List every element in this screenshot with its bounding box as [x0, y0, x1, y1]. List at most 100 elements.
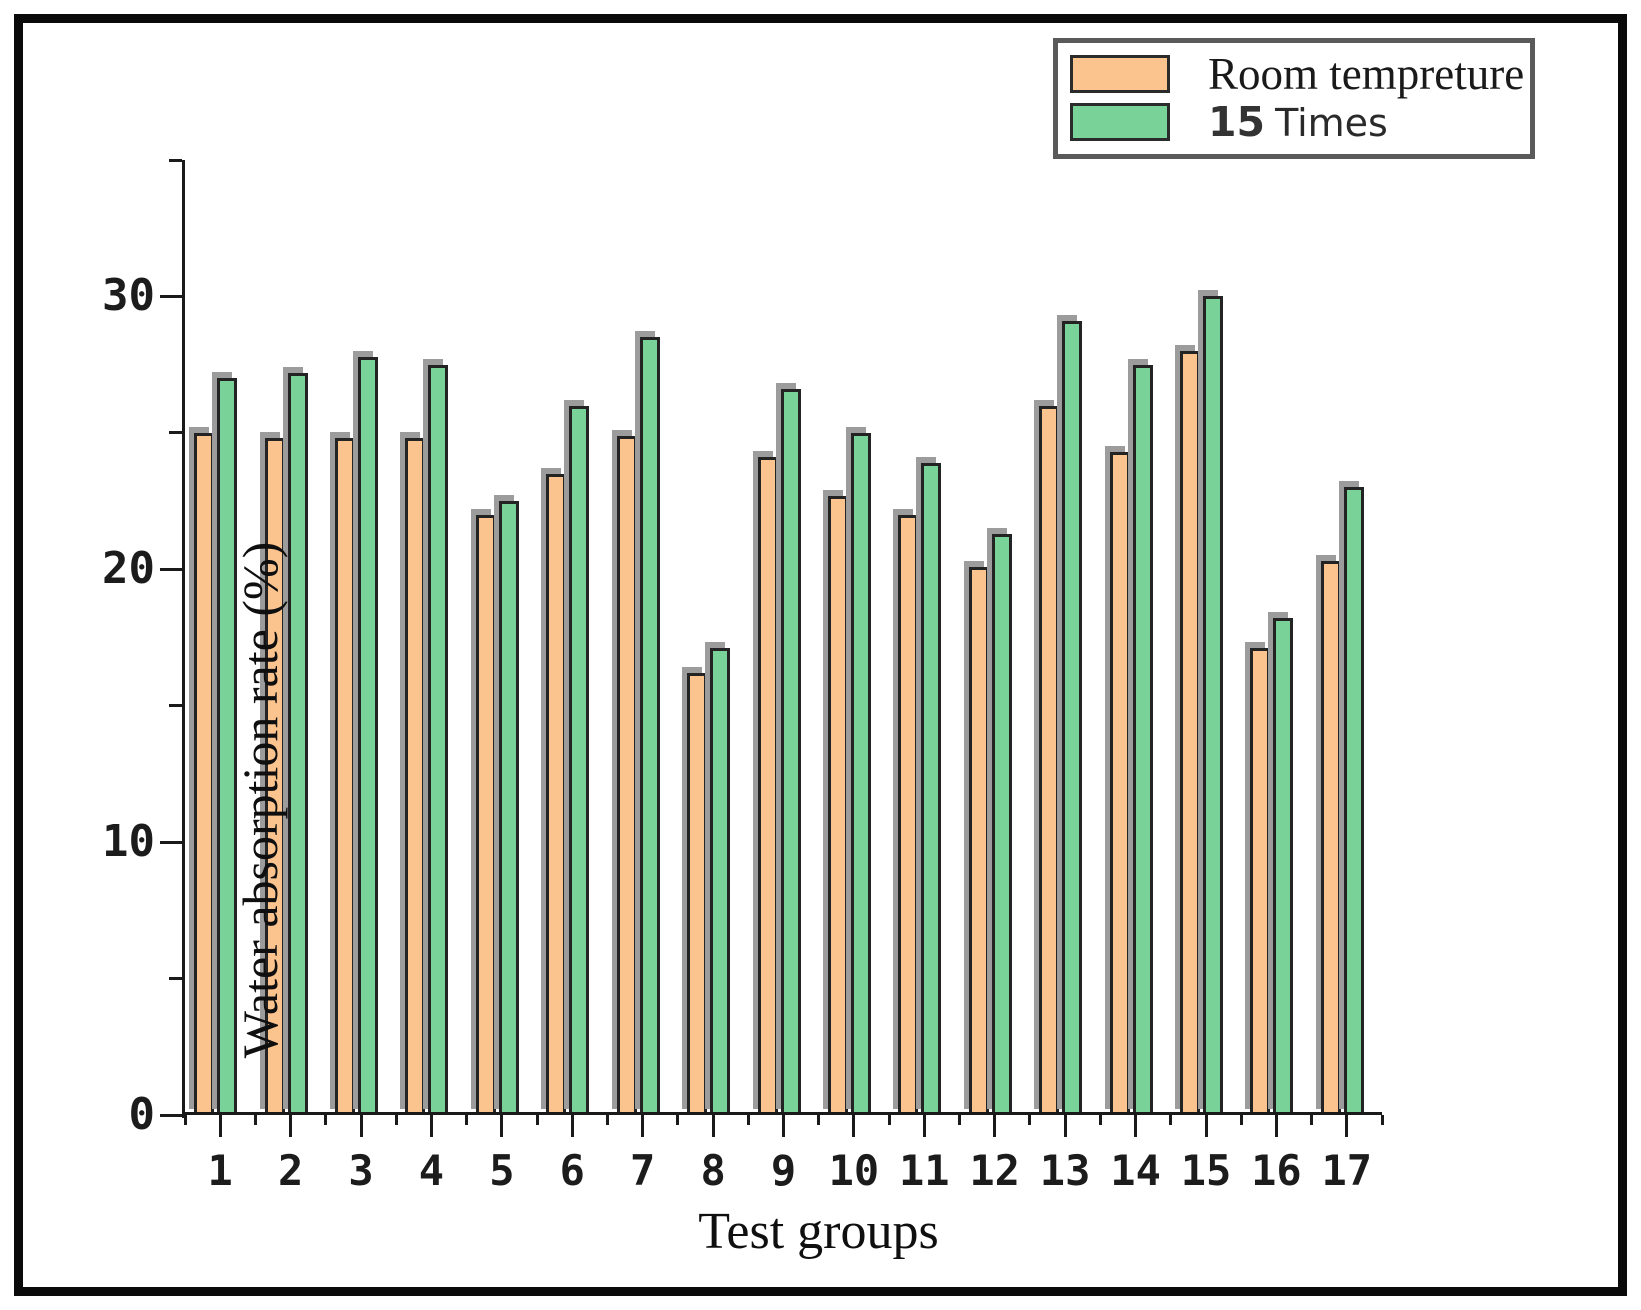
- x-tick-label-2: 2: [277, 1146, 304, 1195]
- bar-room-tempreture-group-12: [968, 566, 989, 1115]
- legend-label-15-number: 15: [1208, 98, 1266, 146]
- x-tick-minor-6: [606, 1115, 609, 1125]
- x-tick-label-3: 3: [348, 1146, 374, 1195]
- bar-room-tempreture-group-15: [1179, 351, 1200, 1115]
- x-tick-label-10: 10: [828, 1146, 880, 1195]
- bar-room-tempreture-group-1: [194, 432, 215, 1115]
- bar-15-times-group-5: [498, 501, 519, 1115]
- x-tick-label-13: 13: [1039, 1146, 1091, 1195]
- y-tick-label-0: 0: [128, 1089, 156, 1140]
- x-tick-major-13: [1063, 1115, 1067, 1137]
- x-tick-major-10: [852, 1115, 856, 1137]
- x-tick-major-3: [359, 1115, 363, 1137]
- x-tick-minor-7: [676, 1115, 680, 1125]
- x-tick-label-4: 4: [418, 1146, 445, 1195]
- y-tick-major-20: [160, 567, 182, 571]
- bar-room-tempreture-group-4: [405, 438, 426, 1115]
- bar-15-times-group-9: [780, 389, 801, 1115]
- plot-area: 0 10 20 30 1 2 3 4 5 6 7 8 9 10 11 12 13 14 15 16 17 Test g…: [102, 158, 1384, 1260]
- x-tick-minor-11: [958, 1115, 961, 1125]
- x-tick-minor-8: [746, 1115, 750, 1125]
- legend-swatch-room-tempreture: [1070, 55, 1170, 93]
- y-tick-major-30: [160, 294, 182, 298]
- x-tick-minor-14: [1169, 1115, 1173, 1125]
- bar-15-times-group-4: [428, 364, 449, 1115]
- x-tick-major-17: [1345, 1115, 1349, 1137]
- bar-room-tempreture-group-8: [687, 673, 708, 1115]
- x-tick-minor-13: [1098, 1115, 1102, 1125]
- x-tick-label-14: 14: [1110, 1146, 1161, 1195]
- x-tick-minor-16: [1310, 1115, 1314, 1125]
- y-tick-minor-5: [169, 977, 182, 981]
- legend-item-15-times: 15 Times: [1070, 98, 1520, 146]
- x-tick-major-8: [711, 1115, 715, 1137]
- bar-15-times-group-15: [1202, 296, 1223, 1115]
- x-tick-minor-5: [535, 1115, 539, 1125]
- x-tick-label-9: 9: [770, 1146, 797, 1195]
- x-tick-major-15: [1204, 1115, 1208, 1137]
- bar-15-times-group-11: [921, 462, 942, 1115]
- x-tick-major-9: [782, 1115, 785, 1137]
- bar-room-tempreture-group-11: [898, 514, 919, 1115]
- y-tick-minor-25: [169, 431, 182, 435]
- x-axis-line: [182, 1112, 1382, 1115]
- x-axis-title: Test groups: [698, 1203, 939, 1260]
- legend-swatch-15-times: [1070, 103, 1170, 141]
- bar-15-times-group-10: [850, 432, 871, 1115]
- x-tick-minor-12: [1028, 1115, 1032, 1125]
- bar-15-times-group-6: [569, 405, 590, 1115]
- legend-label-15-times: 15 Times: [1208, 98, 1388, 146]
- bar-room-tempreture-group-16: [1250, 648, 1271, 1115]
- y-axis-title: Water absorption rate (%): [232, 541, 288, 1059]
- x-tick-label-15: 15: [1180, 1146, 1232, 1195]
- x-tick-minor-2: [324, 1115, 328, 1125]
- x-tick-minor-3: [394, 1115, 398, 1125]
- x-tick-label-7: 7: [630, 1146, 656, 1195]
- legend-label-times-text: Times: [1275, 101, 1388, 145]
- x-tick-minor-9: [817, 1115, 821, 1125]
- x-tick-label-1: 1: [207, 1146, 233, 1195]
- x-tick-label-17: 17: [1321, 1146, 1373, 1195]
- bar-room-tempreture-group-5: [475, 514, 496, 1115]
- bar-15-times-group-13: [1062, 321, 1083, 1115]
- x-tick-major-11: [922, 1115, 926, 1137]
- y-axis-line: [182, 160, 185, 1118]
- bar-room-tempreture-group-9: [757, 457, 778, 1115]
- x-tick-label-8: 8: [700, 1146, 726, 1195]
- legend-label-room-tempreture: Room tempreture: [1208, 49, 1525, 99]
- x-tick-minor-15: [1239, 1115, 1243, 1125]
- bar-15-times-group-16: [1273, 618, 1294, 1115]
- x-tick-major-12: [993, 1115, 997, 1137]
- bar-15-times-group-2: [287, 372, 308, 1115]
- bar-room-tempreture-group-6: [546, 473, 567, 1115]
- bar-room-tempreture-group-14: [1109, 452, 1130, 1115]
- x-tick-label-5: 5: [489, 1146, 515, 1195]
- x-tick-major-14: [1134, 1115, 1138, 1137]
- x-tick-label-12: 12: [969, 1146, 1020, 1195]
- bar-15-times-group-7: [639, 337, 660, 1115]
- bar-15-times-group-3: [358, 356, 379, 1115]
- y-tick-label-30: 30: [102, 270, 155, 322]
- x-tick-major-7: [641, 1115, 645, 1137]
- bar-room-tempreture-group-3: [335, 438, 356, 1115]
- y-tick-major-10: [160, 840, 182, 844]
- x-tick-label-16: 16: [1251, 1146, 1302, 1195]
- x-tick-label-6: 6: [559, 1146, 585, 1195]
- x-tick-major-4: [429, 1115, 433, 1137]
- x-tick-label-11: 11: [899, 1146, 950, 1195]
- x-tick-major-2: [289, 1115, 293, 1137]
- bar-room-tempreture-group-10: [827, 495, 848, 1115]
- x-tick-minor-17: [1380, 1115, 1384, 1125]
- y-tick-label-10: 10: [102, 816, 155, 868]
- x-tick-minor-0: [183, 1115, 187, 1125]
- bar-15-times-group-17: [1343, 487, 1364, 1115]
- x-tick-major-16: [1274, 1115, 1278, 1137]
- y-tick-label-20: 20: [102, 543, 155, 595]
- legend: Room tempreture 15 Times: [1053, 38, 1535, 159]
- bar-15-times-group-14: [1132, 364, 1153, 1115]
- x-tick-major-6: [570, 1115, 574, 1137]
- x-tick-minor-10: [887, 1115, 891, 1125]
- bar-room-tempreture-group-7: [616, 435, 637, 1115]
- x-tick-minor-1: [253, 1115, 257, 1125]
